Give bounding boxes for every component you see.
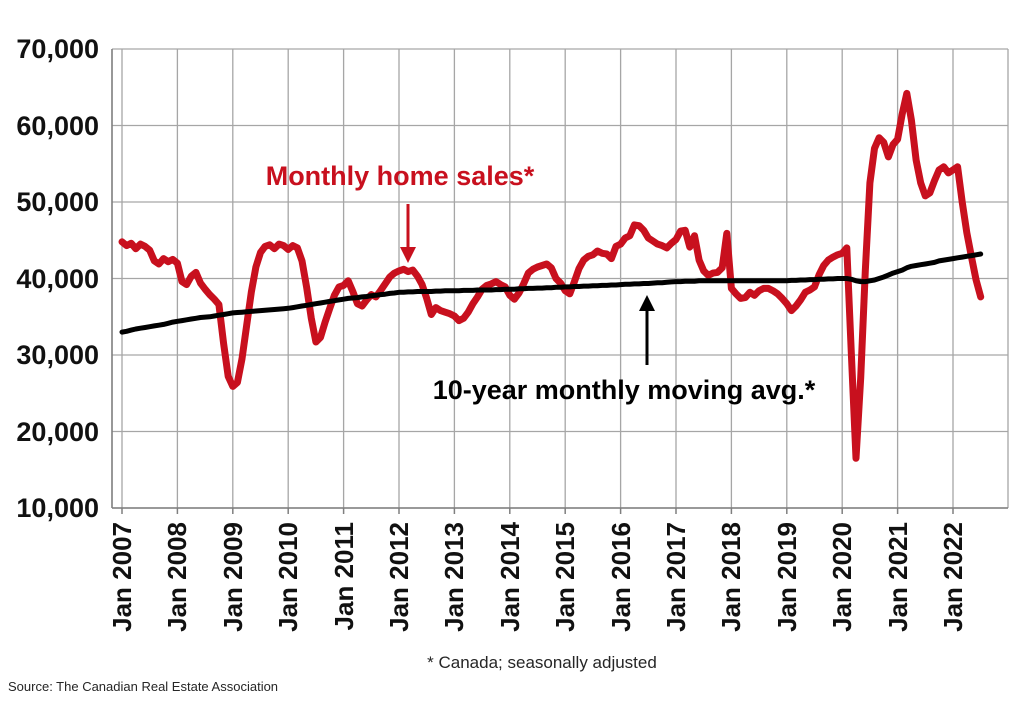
y-tick-label: 30,000: [16, 340, 99, 370]
sales-arrow-head-icon: [400, 247, 416, 263]
chart-footnote: * Canada; seasonally adjusted: [427, 653, 657, 672]
x-tick-label: Jan 2020: [827, 522, 858, 632]
y-tick-label: 60,000: [16, 110, 99, 141]
sales-series-label: Monthly home sales*: [265, 161, 535, 191]
y-tick-label: 40,000: [16, 263, 99, 294]
x-tick-label: Jan 2007: [107, 522, 137, 632]
x-tick-label: Jan 2013: [439, 522, 470, 632]
x-tick-label: Jan 2019: [771, 522, 802, 632]
y-tick-label: 20,000: [16, 416, 99, 447]
moving-avg-line: [119, 251, 984, 335]
x-tick-label: Jan 2015: [550, 522, 581, 632]
x-tick-label: Jan 2012: [384, 522, 414, 632]
x-tick-label: Jan 2016: [605, 522, 636, 632]
moving-avg-series-label: 10-year monthly moving avg.*: [432, 375, 816, 405]
x-tick-label: Jan 2008: [162, 522, 193, 632]
x-tick-label: Jan 2010: [273, 522, 304, 632]
x-tick-label: Jan 2018: [716, 522, 747, 632]
avg-arrow-head-icon: [639, 295, 655, 311]
y-tick-label: 70,000: [16, 34, 99, 64]
y-tick-label: 10,000: [16, 493, 99, 523]
x-tick-label: Jan 2014: [494, 522, 525, 632]
x-tick-label: Jan 2009: [217, 522, 248, 632]
source-credit: Source: The Canadian Real Estate Associa…: [8, 679, 279, 694]
y-tick-label: 50,000: [16, 187, 99, 217]
x-tick-label: Jan 2011: [328, 522, 359, 631]
x-tick-label: Jan 2021: [882, 522, 913, 632]
sales-line: [118, 89, 985, 462]
x-tick-label: Jan 2022: [938, 522, 968, 632]
x-tick-label: Jan 2017: [661, 522, 691, 632]
